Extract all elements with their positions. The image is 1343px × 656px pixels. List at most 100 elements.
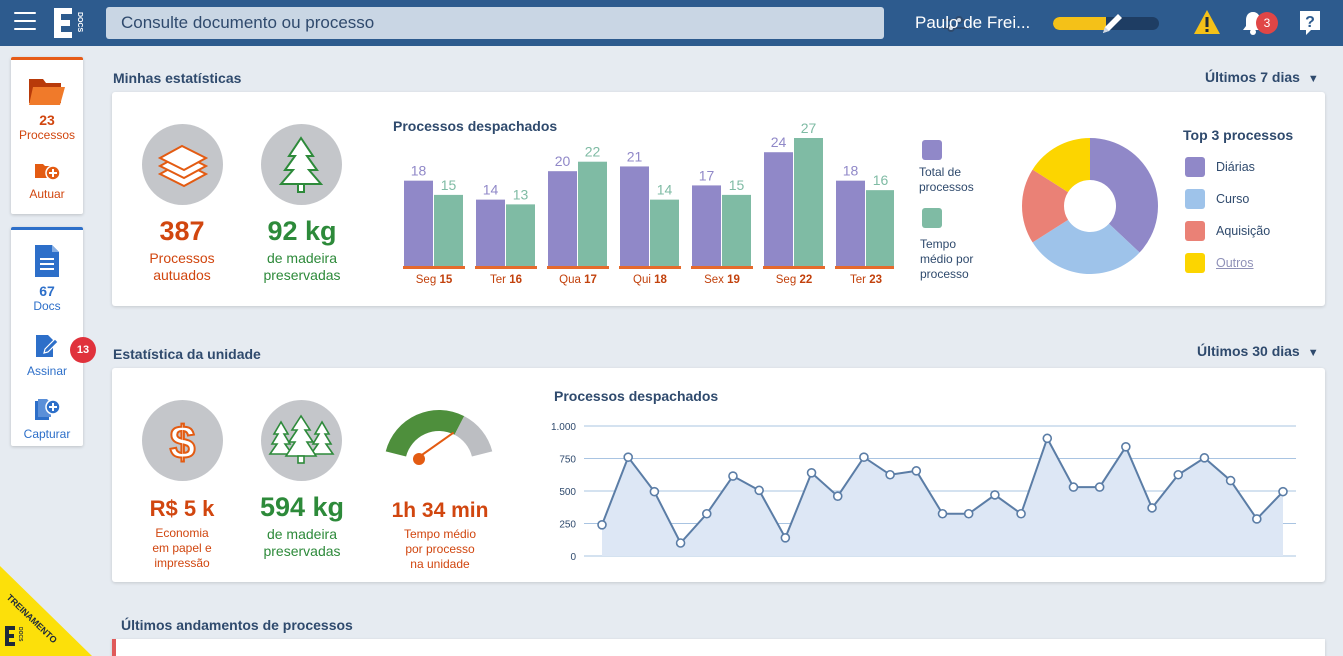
data-point — [1225, 475, 1236, 486]
gauge-needle — [418, 431, 455, 458]
bar-value-label: 13 — [513, 186, 529, 202]
caret-down-icon: ▼ — [1307, 73, 1319, 85]
legend-line: Tempo — [920, 237, 957, 251]
tempo-label: Tempo médio por processo na unidade — [375, 527, 505, 572]
data-point — [963, 508, 974, 519]
legend-line: Total de — [919, 165, 962, 179]
label-line-2: preservadas — [263, 543, 341, 559]
x-tick-label: Ter 23 — [850, 274, 882, 286]
sidebar-item-docs[interactable]: 67 Docs — [11, 244, 83, 313]
pie-legend-label[interactable]: Outros — [1216, 256, 1254, 270]
gauge-pivot — [413, 453, 425, 465]
pie-legend-label: Aquisição — [1216, 224, 1271, 238]
bar — [794, 138, 823, 266]
line-chart: 1.000 750 500 250 0 — [551, 422, 1296, 563]
unit-stats-range: Últimos 30 dias — [1197, 343, 1300, 359]
unit-stats-range-dropdown[interactable]: Últimos 30 dias ▼ — [1197, 343, 1319, 359]
y-tick-label: 750 — [559, 455, 576, 466]
sidebar-item-autuar[interactable]: Autuar — [11, 160, 83, 201]
assinar-label: Assinar — [26, 364, 67, 378]
edocs-small-logo: DOCS — [5, 626, 23, 646]
data-point — [1147, 503, 1157, 513]
bar — [548, 171, 577, 266]
data-point — [859, 452, 869, 463]
gauge-filled-arc — [385, 410, 465, 457]
stats-circle-economia: $ — [142, 400, 223, 481]
pie-legend-swatch — [1185, 189, 1205, 209]
recent-card — [112, 639, 1325, 656]
bar-baseline — [619, 266, 681, 269]
bar-baseline — [763, 266, 825, 269]
line-chart-title: Processos despachados — [554, 388, 719, 404]
label-line-1: de madeira — [266, 526, 338, 542]
edocs-logo[interactable]: DOCS — [52, 6, 84, 40]
stacked-papers-icon — [157, 144, 209, 188]
bar-chart-title: Processos despachados — [393, 118, 558, 134]
bar-value-label: 18 — [411, 163, 427, 179]
docs-count: 67 — [39, 283, 55, 299]
data-point — [885, 469, 895, 480]
progress-fill — [1053, 17, 1106, 30]
assinar-badge: 13 — [70, 337, 96, 363]
my-stats-range-dropdown[interactable]: Últimos 7 dias ▼ — [1205, 69, 1319, 85]
processos-count: 23 — [39, 112, 55, 128]
x-tick-label: Ter 16 — [490, 274, 522, 286]
autuar-label: Autuar — [29, 187, 65, 201]
label-line-1: de madeira — [266, 250, 338, 266]
legend-line: processo — [920, 267, 969, 281]
capture-document-icon — [35, 399, 61, 420]
warning-icon[interactable] — [1193, 9, 1221, 35]
label-line-2: autuados — [153, 267, 211, 283]
my-stats-title: Minhas estatísticas — [113, 70, 242, 86]
legend-label-tempo: Tempo médio por processo — [920, 237, 973, 282]
bar-value-label: 20 — [555, 153, 571, 169]
help-icon[interactable]: ? — [1298, 9, 1322, 36]
bar — [866, 190, 894, 266]
filter-sliders-icon[interactable] — [942, 16, 968, 32]
sidebar-card-processos: 23 Processos Autuar — [11, 57, 83, 214]
unit-stats-title: Estatística da unidade — [113, 346, 261, 362]
folder-icon — [29, 79, 65, 105]
menu-icon[interactable] — [14, 12, 36, 32]
caret-down-icon: ▼ — [1307, 347, 1319, 359]
sidebar-item-assinar[interactable]: Assinar — [11, 333, 83, 378]
data-point — [1016, 508, 1026, 519]
pie-slice — [1090, 138, 1158, 253]
sidebar-item-processos[interactable]: 23 Processos — [11, 75, 83, 142]
svg-text:?: ? — [1305, 14, 1315, 31]
data-point — [728, 471, 738, 481]
label-line-2: em papel e — [152, 541, 212, 555]
data-point — [1121, 441, 1131, 452]
processos-autuados-label: Processos autuados — [132, 250, 232, 284]
bar-baseline — [835, 266, 894, 269]
docs-label: Docs — [33, 299, 61, 313]
top-bar: DOCS Paulo de Frei... 3 ? — [0, 0, 1343, 46]
label-line-1: Tempo médio — [403, 527, 477, 541]
bar — [620, 166, 649, 266]
pie-slice — [1032, 219, 1140, 274]
x-tick-label: Qui 18 — [633, 274, 667, 286]
tree-icon — [278, 136, 324, 193]
legend-swatch-total — [922, 140, 942, 160]
bar-value-label: 17 — [699, 167, 715, 183]
my-stats-range: Últimos 7 dias — [1205, 69, 1300, 85]
bar-value-label: 24 — [771, 134, 787, 150]
sidebar-item-capturar[interactable]: Capturar — [11, 398, 83, 441]
bar — [476, 199, 505, 266]
data-point — [649, 486, 660, 497]
user-name[interactable]: Paulo de Frei... — [915, 13, 1031, 32]
bar-baseline — [475, 266, 537, 269]
stats-circle-processos — [142, 124, 223, 205]
x-tick-label: Seg 15 — [416, 274, 453, 286]
data-point — [1252, 514, 1262, 524]
document-icon — [35, 245, 59, 277]
y-tick-label: 250 — [559, 520, 576, 531]
legend-label-total: Total de processos — [919, 165, 974, 195]
search-input[interactable] — [106, 7, 826, 39]
stats-circle-madeira — [261, 124, 342, 205]
legend-line: médio por — [920, 252, 974, 266]
dollar-icon: $ — [169, 415, 197, 469]
bar — [836, 180, 865, 266]
bar — [650, 199, 679, 266]
data-point — [754, 485, 764, 496]
